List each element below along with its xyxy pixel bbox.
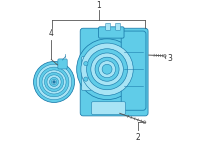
FancyBboxPatch shape [106, 23, 111, 30]
Circle shape [99, 61, 116, 78]
FancyBboxPatch shape [116, 23, 121, 30]
Circle shape [95, 57, 119, 81]
FancyBboxPatch shape [82, 56, 92, 90]
Circle shape [53, 81, 55, 83]
FancyBboxPatch shape [92, 102, 125, 115]
Text: 1: 1 [96, 1, 101, 10]
Text: 4: 4 [49, 29, 54, 38]
Circle shape [50, 77, 59, 86]
Circle shape [52, 79, 57, 85]
Circle shape [84, 77, 88, 81]
Circle shape [42, 70, 66, 94]
Circle shape [47, 75, 61, 89]
Circle shape [163, 54, 166, 57]
Circle shape [87, 49, 128, 90]
Text: 2: 2 [136, 133, 141, 142]
FancyBboxPatch shape [58, 59, 67, 69]
Text: 3: 3 [167, 54, 172, 63]
Circle shape [143, 121, 146, 124]
FancyBboxPatch shape [99, 27, 124, 38]
Circle shape [81, 43, 133, 95]
Circle shape [102, 64, 112, 74]
FancyBboxPatch shape [121, 31, 146, 110]
Circle shape [91, 53, 123, 86]
Circle shape [39, 67, 69, 97]
Circle shape [77, 39, 137, 100]
Circle shape [84, 61, 88, 66]
Circle shape [34, 61, 75, 102]
FancyBboxPatch shape [80, 28, 148, 116]
Circle shape [36, 64, 72, 100]
Circle shape [44, 72, 64, 92]
